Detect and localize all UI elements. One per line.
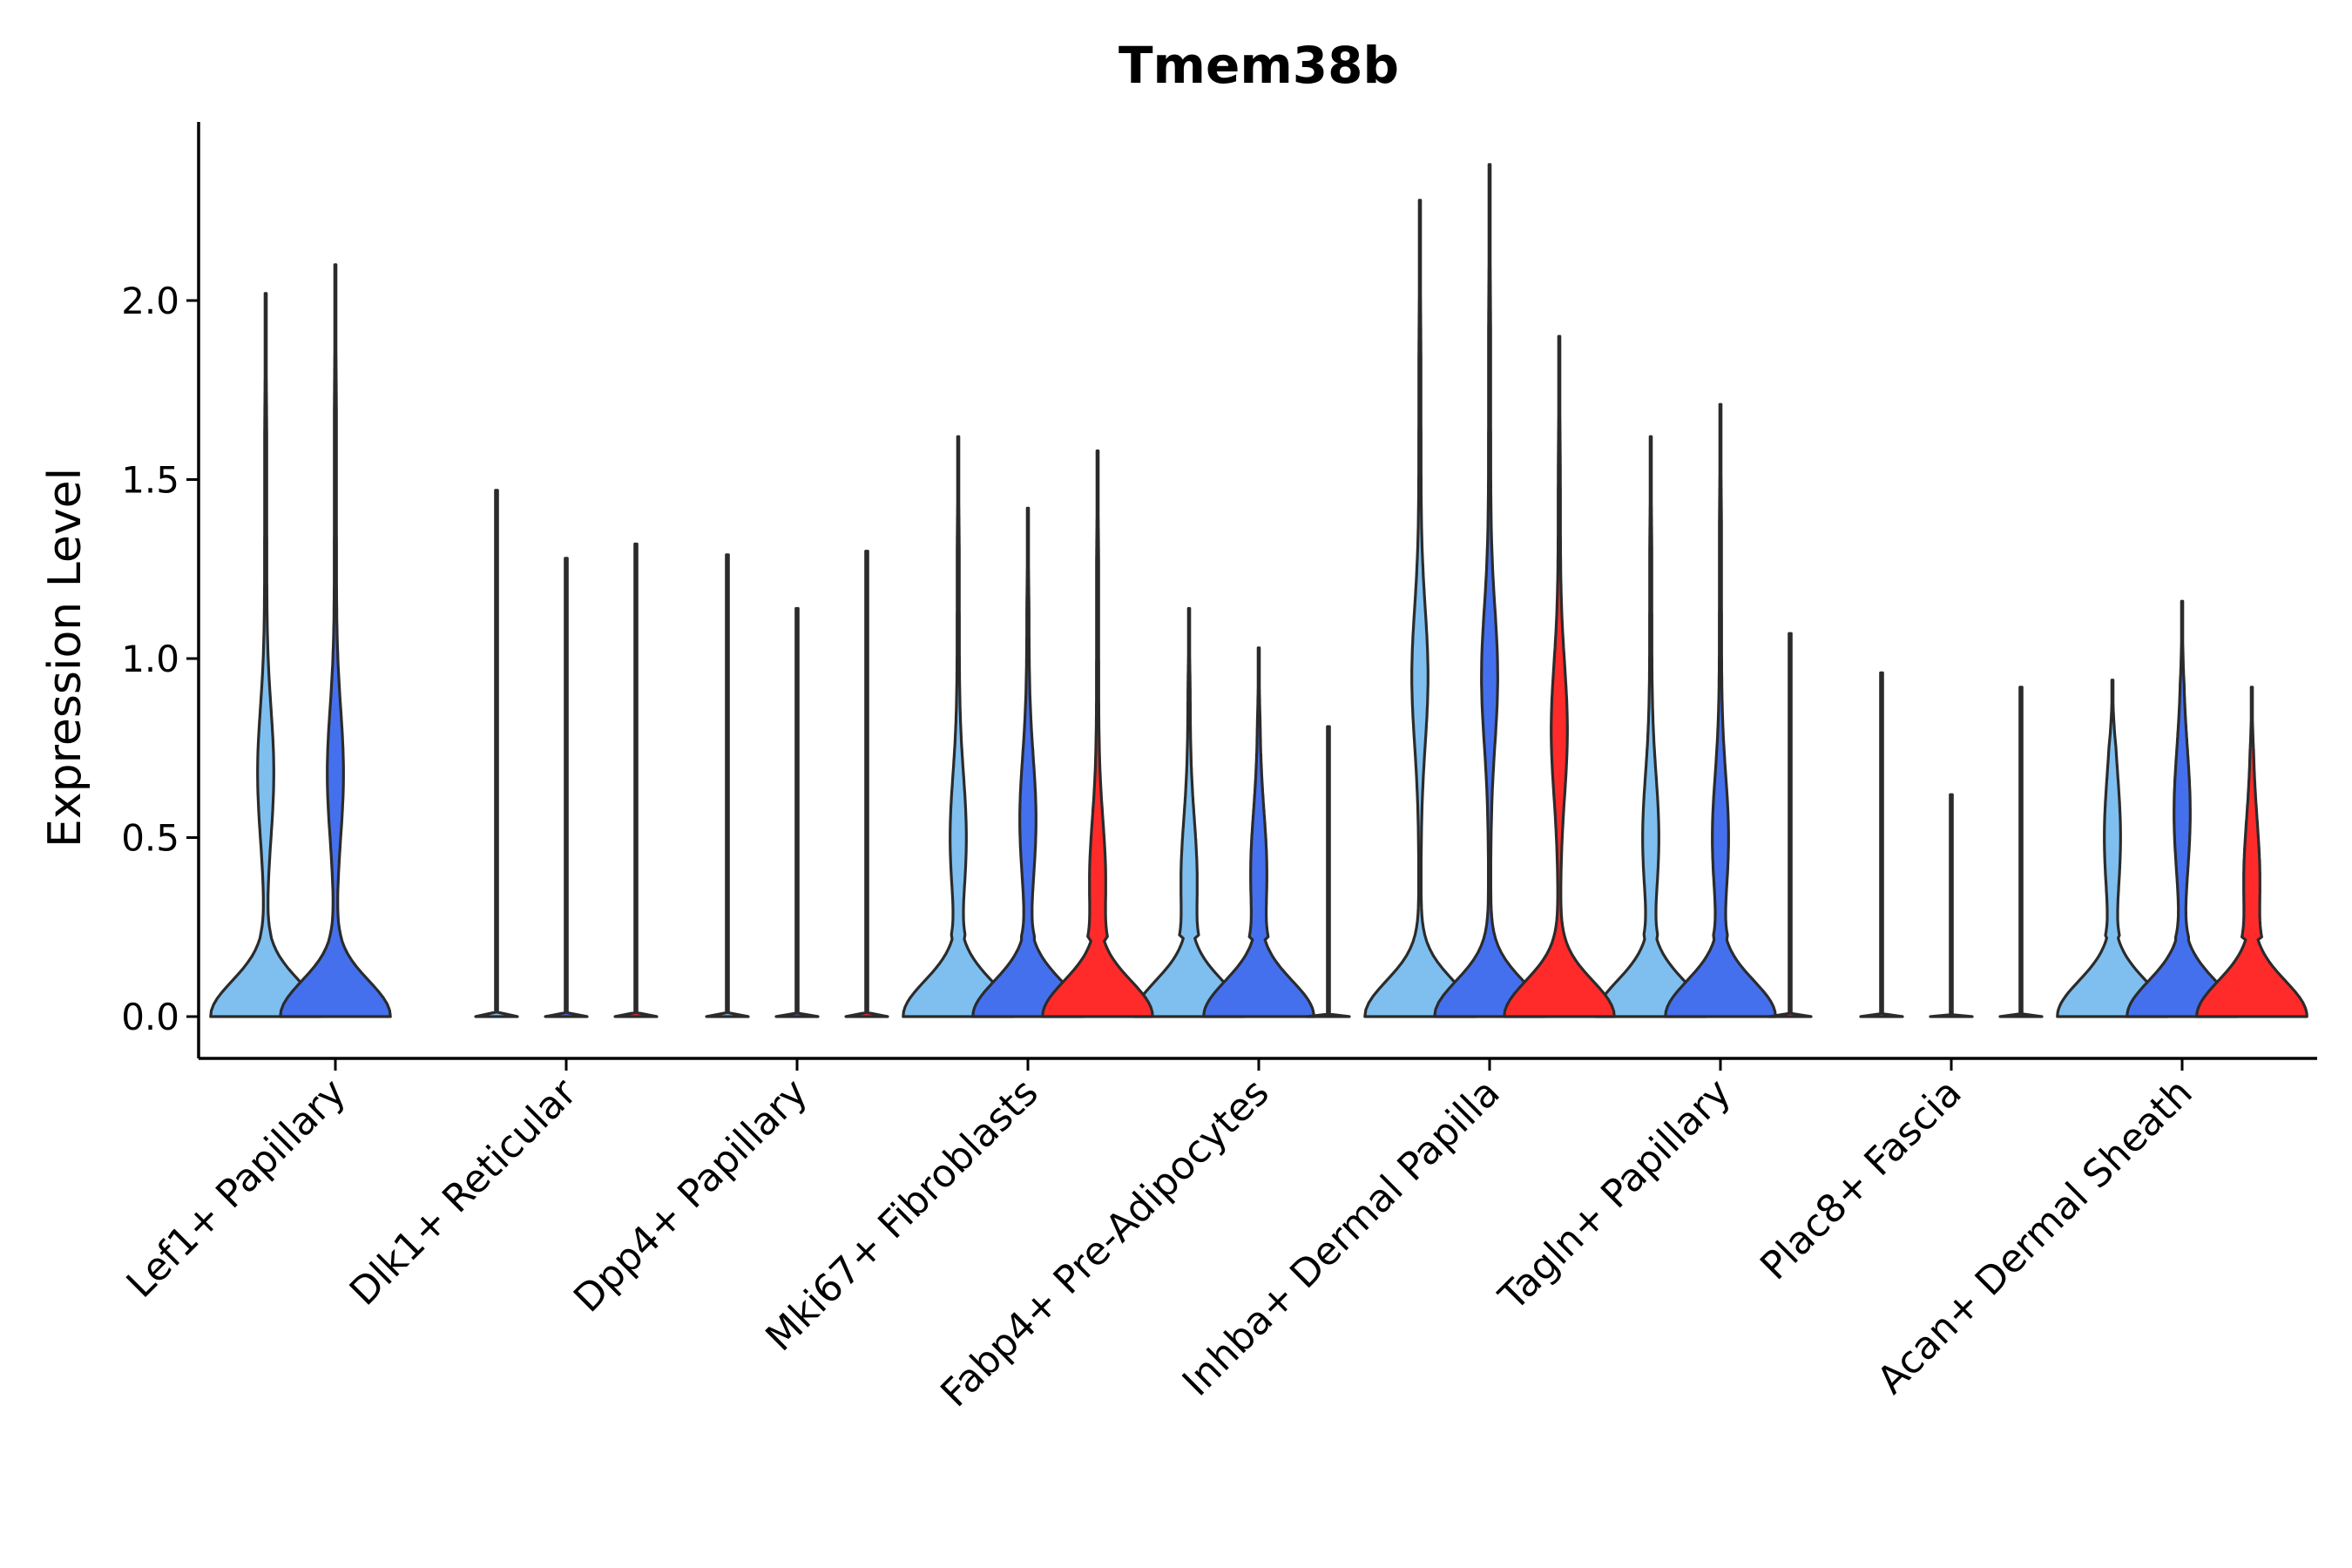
violin-2-tagln-papillary: [1664, 402, 1777, 1018]
violin-3-acan-dermal-sheath: [2195, 686, 2308, 1018]
violin-layer: [209, 163, 2308, 1018]
violin-3-dlk1-reticular: [613, 542, 659, 1018]
y-tick-label: 1.5: [121, 459, 179, 502]
y-tick-label: 1.0: [121, 638, 179, 680]
violin-1-dpp4-papillary: [705, 553, 750, 1018]
violin-2-inhba-dermal-papilla: [1433, 163, 1546, 1018]
violin-2-dpp4-papillary: [774, 606, 820, 1018]
y-tick-label: 2.0: [121, 280, 179, 322]
violin-3-plac8-fascia: [1998, 686, 2044, 1018]
violin-3-dpp4-papillary: [844, 550, 889, 1018]
violin-2-acan-dermal-sheath: [2126, 599, 2239, 1018]
x-tick-label: Tagln+ Papillary: [1490, 1071, 1740, 1320]
violin-3-inhba-dermal-papilla: [1503, 335, 1616, 1018]
violin-1-tagln-papillary: [1594, 435, 1707, 1018]
violin-2-mki67-fibroblasts: [971, 506, 1085, 1018]
violin-1-lef1-papillary: [209, 292, 322, 1018]
violin-2-plac8-fascia: [1929, 793, 1974, 1018]
x-tick-label: Plac8+ Fascia: [1752, 1071, 1970, 1289]
x-tick-label: Dpp4+ Papillary: [565, 1071, 816, 1321]
violin-1-plac8-fascia: [1859, 671, 1904, 1018]
x-tick-label: Dlk1+ Reticular: [341, 1070, 586, 1315]
violin-1-acan-dermal-sheath: [2056, 679, 2169, 1018]
violin-1-dlk1-reticular: [474, 489, 519, 1018]
y-axis: 0.0 0.5 1.0 1.5 2.0: [121, 122, 200, 1058]
violin-3-mki67-fibroblasts: [1041, 449, 1154, 1018]
chart-title: Tmem38b: [1119, 36, 1399, 95]
violin-1-mki67-fibroblasts: [902, 435, 1015, 1018]
violin-2-fabp4-pre-adipocytes: [1202, 646, 1315, 1018]
violin-1-inhba-dermal-papilla: [1363, 199, 1477, 1018]
y-tick-label: 0.5: [121, 817, 179, 860]
y-tick-label: 0.0: [121, 996, 179, 1038]
x-tick-label: Lef1+ Papillary: [118, 1071, 355, 1307]
violin-2-lef1-papillary: [279, 263, 392, 1018]
violin-3-fabp4-pre-adipocytes: [1306, 725, 1351, 1018]
y-axis-label: Expression Level: [39, 468, 91, 848]
violin-1-fabp4-pre-adipocytes: [1132, 606, 1246, 1018]
violin-2-dlk1-reticular: [544, 557, 589, 1018]
violin-3-tagln-papillary: [1767, 632, 1813, 1018]
